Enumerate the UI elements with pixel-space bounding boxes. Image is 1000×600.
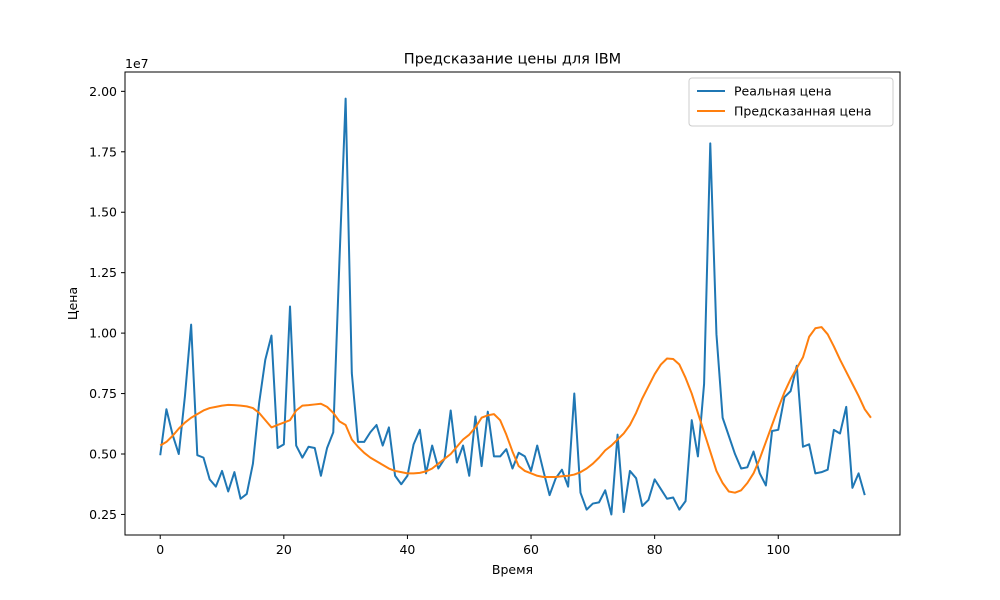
- y-tick-label: 2.00: [89, 84, 117, 99]
- plot-lines: [159, 97, 872, 516]
- y-axis-label: Цена: [65, 287, 80, 320]
- y-tick-label: 0.75: [89, 386, 117, 401]
- chart-title: Предсказание цены для IBM: [404, 52, 621, 68]
- x-axis-label: Время: [492, 562, 533, 577]
- x-tick-label: 20: [276, 542, 292, 557]
- x-axis-ticks: 0 20 40 60 80 100: [156, 535, 790, 557]
- legend-label-real-price: Реальная цена: [734, 84, 832, 99]
- y-tick-label: 1.75: [89, 144, 117, 159]
- y-tick-label: 1.50: [89, 205, 117, 220]
- plot-frame: [124, 71, 901, 536]
- x-tick-label: 100: [766, 542, 790, 557]
- legend: Реальная цена Предсказанная цена: [688, 77, 894, 127]
- y-tick-label: 1.00: [89, 326, 117, 341]
- legend-label-predicted-price: Предсказанная цена: [734, 104, 872, 119]
- legend-box: [688, 77, 894, 127]
- y-tick-label: 0.25: [89, 507, 117, 522]
- x-tick-label: 80: [647, 542, 663, 557]
- x-tick-label: 60: [523, 542, 539, 557]
- y-axis-scale-label: 1e7: [125, 56, 149, 71]
- series-line-2: [159, 326, 872, 494]
- x-tick-label: 40: [399, 542, 415, 557]
- series-line-1: [159, 97, 866, 516]
- x-tick-label: 0: [156, 542, 164, 557]
- y-tick-label: 1.25: [89, 265, 117, 280]
- y-tick-label: 0.50: [89, 447, 117, 462]
- y-axis-ticks: 0.25 0.50 0.75 1.00 1.25 1.50 1.75 2.00: [89, 84, 125, 522]
